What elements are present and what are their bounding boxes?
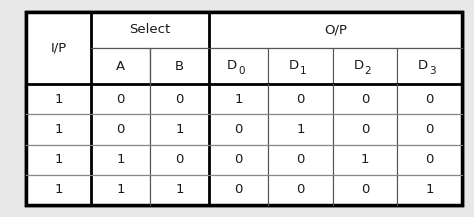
Bar (209, 145, 268, 175)
Bar (397, 84, 462, 114)
Bar (150, 145, 209, 175)
Text: 0: 0 (234, 153, 243, 166)
Text: 1: 1 (54, 93, 63, 106)
Text: 0: 0 (296, 153, 305, 166)
Bar (333, 84, 397, 114)
Text: I/P: I/P (50, 42, 66, 54)
Text: 1: 1 (296, 123, 305, 136)
Text: 1: 1 (116, 183, 125, 196)
Text: A: A (116, 60, 125, 73)
Bar (333, 175, 397, 205)
Bar (268, 48, 333, 84)
Text: 0: 0 (234, 123, 243, 136)
Bar (209, 48, 268, 84)
Text: 0: 0 (426, 93, 434, 106)
Bar (209, 84, 268, 114)
Text: B: B (175, 60, 184, 73)
Text: 0: 0 (296, 183, 305, 196)
Text: O/P: O/P (324, 23, 347, 36)
Text: 0: 0 (238, 66, 245, 76)
Bar (333, 114, 397, 145)
Bar (209, 12, 462, 48)
Text: 0: 0 (116, 123, 125, 136)
Text: 1: 1 (234, 93, 243, 106)
Text: 0: 0 (116, 93, 125, 106)
Text: 1: 1 (54, 183, 63, 196)
Text: 0: 0 (175, 153, 183, 166)
Text: 1: 1 (300, 66, 307, 76)
Bar (333, 145, 397, 175)
Bar (26, 12, 462, 205)
Bar (26, 12, 91, 84)
Text: 0: 0 (234, 183, 243, 196)
Bar (268, 145, 333, 175)
Text: 0: 0 (426, 153, 434, 166)
Bar (209, 114, 268, 145)
Text: D: D (418, 59, 428, 72)
Text: Select: Select (129, 23, 171, 36)
Bar (91, 114, 150, 145)
Bar (91, 145, 150, 175)
Text: 0: 0 (361, 183, 369, 196)
Bar (26, 84, 91, 114)
Text: 1: 1 (54, 153, 63, 166)
Bar (209, 175, 268, 205)
Text: 0: 0 (296, 93, 305, 106)
Bar (150, 114, 209, 145)
Bar (150, 48, 209, 84)
Bar (268, 175, 333, 205)
Text: 1: 1 (175, 123, 183, 136)
Bar (268, 114, 333, 145)
Bar (333, 48, 397, 84)
Bar (397, 145, 462, 175)
Bar (91, 84, 150, 114)
Bar (397, 175, 462, 205)
Text: 0: 0 (361, 93, 369, 106)
Text: 1: 1 (54, 123, 63, 136)
Bar (268, 84, 333, 114)
Text: 1: 1 (426, 183, 434, 196)
Bar (150, 84, 209, 114)
Bar (397, 114, 462, 145)
Bar (150, 175, 209, 205)
Text: D: D (354, 59, 364, 72)
Bar (26, 175, 91, 205)
Bar (397, 48, 462, 84)
Bar (26, 114, 91, 145)
Text: 0: 0 (361, 123, 369, 136)
Text: 2: 2 (365, 66, 371, 76)
Bar (26, 145, 91, 175)
Text: 1: 1 (175, 183, 183, 196)
Text: 0: 0 (426, 123, 434, 136)
Bar (91, 175, 150, 205)
Text: 0: 0 (175, 93, 183, 106)
Bar (91, 48, 150, 84)
Text: 1: 1 (116, 153, 125, 166)
Text: 3: 3 (429, 66, 436, 76)
Bar (26, 12, 462, 205)
Text: D: D (289, 59, 299, 72)
Text: D: D (227, 59, 237, 72)
Text: 1: 1 (361, 153, 369, 166)
Bar (91, 12, 209, 48)
